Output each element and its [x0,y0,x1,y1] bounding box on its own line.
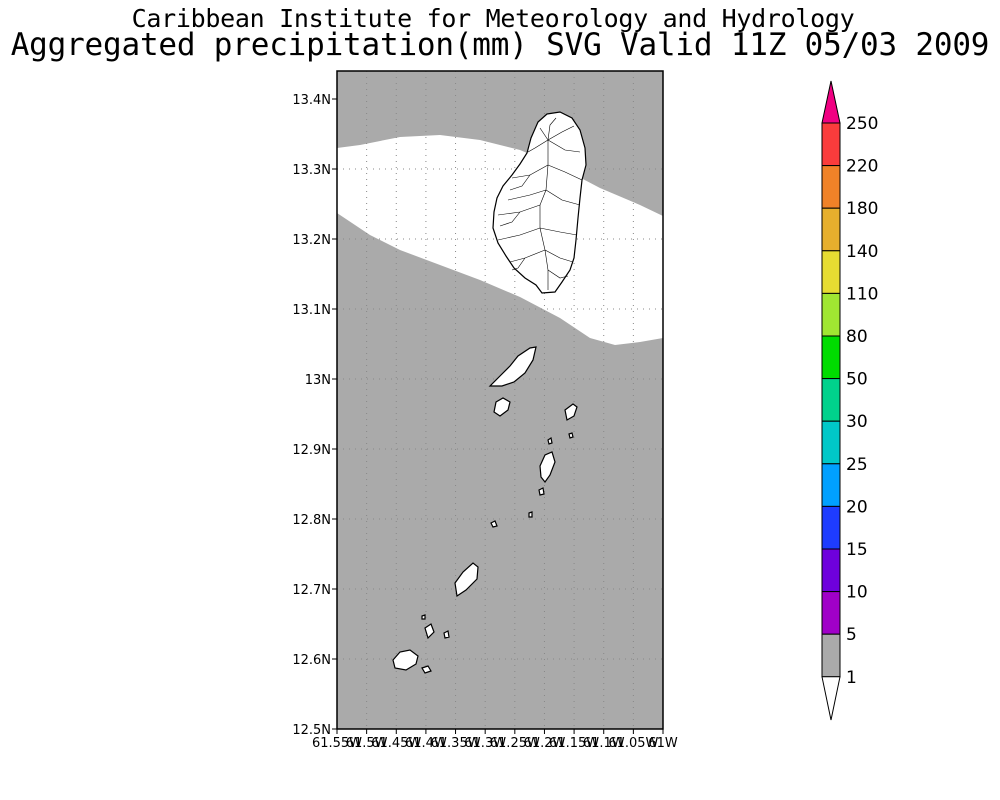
legend-swatch [821,250,841,294]
legend-label: 10 [846,583,868,603]
legend-label: 110 [846,284,878,304]
legend-label: 25 [846,455,868,475]
longitude-axis: 61.55W61.5W61.45W61.4W61.35W61.3W61.25W6… [312,729,678,751]
lat-tick-label: 13.3N [292,163,331,178]
legend-swatch [821,463,841,507]
legend-label: 220 [846,157,878,177]
legend-label: 1 [846,668,857,688]
legend-swatch [821,207,841,252]
island-petit-st-vincent [421,665,432,674]
island-petit-mustique [538,487,545,496]
legend-label: 15 [846,540,868,560]
island-baliceaux [564,403,578,421]
island-canouan [454,562,479,598]
lon-tick-label: 61.25W [490,736,540,751]
legend-swatch [821,548,841,593]
lat-tick-label: 12.5N [292,723,331,738]
legend-arrow-bottom [821,676,841,721]
island-savan [490,520,498,528]
legend-label: 140 [846,242,878,262]
island-islet-b [568,432,574,439]
lon-tick-label: 61.55W [312,736,362,751]
lon-tick-label: 61.2W [524,736,566,751]
legend-swatch [821,505,841,550]
lon-tick-label: 61.1W [583,736,625,751]
legend-label: 20 [846,497,868,517]
lon-tick-label: 61.05W [608,736,658,751]
legend-label: 50 [846,370,868,390]
legend-label: 250 [846,114,878,134]
lat-tick-label: 12.9N [292,443,331,458]
legend-label: 30 [846,412,868,432]
lon-tick-label: 61.5W [346,736,388,751]
legend-swatch [821,165,841,209]
island-union [392,649,419,671]
island-islet-a [528,511,533,518]
title-line-2: Aggregated precipitation(mm) SVG Valid 1… [10,27,990,63]
lat-tick-label: 13.4N [292,93,331,108]
lon-tick-label: 61W [648,736,678,751]
lat-tick-label: 12.8N [292,513,331,528]
precip-colorbar: 250 220 180 140 110 80 50 30 25 20 15 10 5 1 [821,80,878,721]
lon-tick-label: 61.35W [431,736,481,751]
legend-swatch [821,420,841,465]
legend-swatch [821,378,841,422]
lon-tick-label: 61.45W [371,736,421,751]
island-mayreau [424,623,435,640]
st-vincent-watersheds [497,117,583,290]
island-tobago-cays [443,630,450,639]
legend-swatch [821,591,841,635]
lat-tick-label: 13.1N [292,303,331,318]
legend-arrow-top [821,80,841,124]
legend-label: 5 [846,625,857,645]
island-mustique [539,451,556,483]
legend-swatch [821,335,841,380]
lat-tick-label: 12.6N [292,653,331,668]
lat-tick-label: 13.2N [292,233,331,248]
legend-swatch [821,633,841,678]
lon-tick-label: 61.4W [405,736,447,751]
lat-tick-label: 13N [305,373,331,388]
island-carriacou [493,397,511,417]
island-st-vincent [492,111,587,294]
island-islet-c [421,614,426,620]
legend-label: 80 [846,327,868,347]
legend-swatch [821,122,841,167]
legend-label: 180 [846,199,878,219]
lat-tick-label: 12.7N [292,583,331,598]
island-bequia [488,346,537,387]
lon-tick-label: 61.15W [549,736,599,751]
lon-tick-label: 61.3W [464,736,506,751]
latitude-axis: 13.4N 13.3N 13.2N 13.1N 13N 12.9N 12.8N 12.7N 12… [292,93,337,738]
islands [392,111,587,674]
title-line-1: Caribbean Institute for Meteorology and … [131,4,855,33]
map-frame [336,70,664,730]
island-battowia [547,437,553,445]
legend-swatch [821,292,841,337]
